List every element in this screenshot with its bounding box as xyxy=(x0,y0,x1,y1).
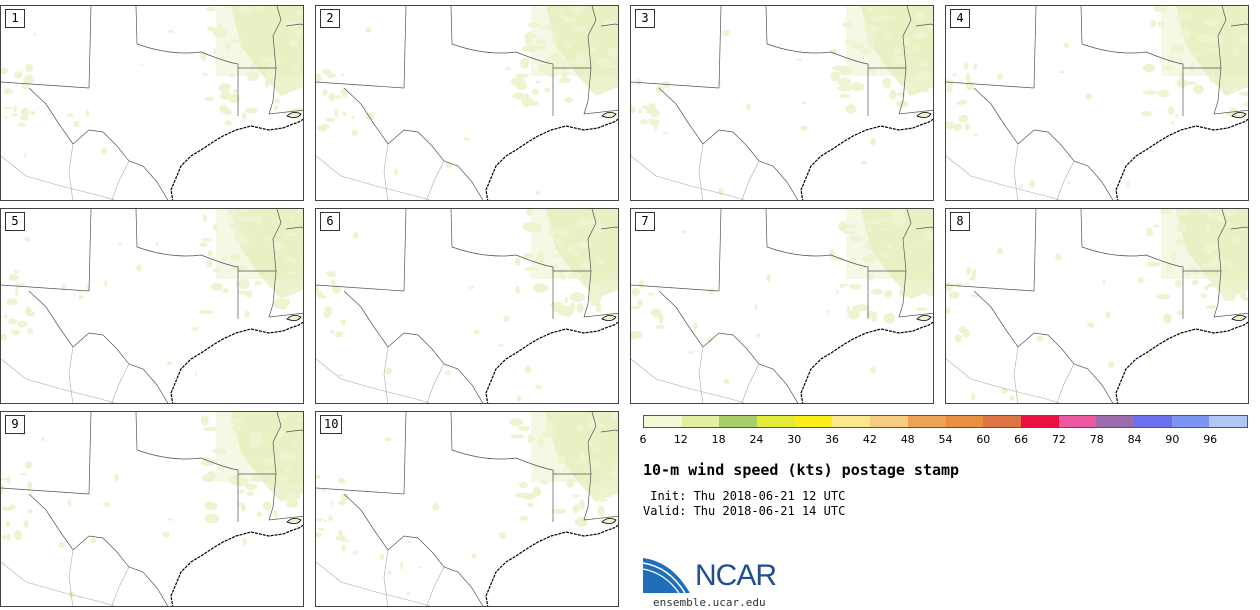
map-panel: 2 xyxy=(315,5,619,201)
colorbar-segment xyxy=(719,416,758,427)
member-label: 2 xyxy=(320,9,340,28)
texas-wind-map xyxy=(946,6,1248,200)
colorbar-segment xyxy=(1171,416,1210,427)
colorbar-tick-label: 54 xyxy=(938,433,953,446)
texas-wind-map xyxy=(1,412,303,606)
valid-time: Valid: Thu 2018-06-21 14 UTC xyxy=(643,504,846,518)
colorbar-tick-label: 12 xyxy=(673,433,688,446)
texas-wind-map xyxy=(1,209,303,403)
colorbar-segment xyxy=(907,416,946,427)
texas-wind-map xyxy=(1,6,303,200)
colorbar-tick-label: 36 xyxy=(825,433,840,446)
map-panel: 9 xyxy=(0,411,304,607)
colorbar-segment xyxy=(794,416,833,427)
map-panel: 1 xyxy=(0,5,304,201)
member-label: 6 xyxy=(320,212,340,231)
member-label: 3 xyxy=(635,9,655,28)
member-label: 4 xyxy=(950,9,970,28)
map-panel: 7 xyxy=(630,208,934,404)
colorbar-tick-label: 78 xyxy=(1089,433,1104,446)
colorbar-tick-label: 18 xyxy=(711,433,726,446)
colorbar-segment xyxy=(1058,416,1097,427)
colorbar-segment xyxy=(983,416,1021,427)
colorbar-tick-label: 48 xyxy=(900,433,915,446)
texas-wind-map xyxy=(946,209,1248,403)
member-label: 5 xyxy=(5,212,25,231)
colorbar-tick-label: 30 xyxy=(787,433,802,446)
colorbar-tick-label: 24 xyxy=(749,433,764,446)
colorbar-segment xyxy=(945,416,984,427)
colorbar-tick-label: 60 xyxy=(976,433,991,446)
colorbar-tick-label: 72 xyxy=(1051,433,1066,446)
plot-title: 10-m wind speed (kts) postage stamp xyxy=(643,461,960,479)
colorbar-tick-label: 42 xyxy=(862,433,877,446)
init-time: Init: Thu 2018-06-21 12 UTC xyxy=(643,489,846,503)
member-label: 1 xyxy=(5,9,25,28)
map-panel: 6 xyxy=(315,208,619,404)
colorbar-tick-label: 6 xyxy=(639,433,647,446)
ncar-logo-text: NCAR xyxy=(695,559,777,592)
member-label: 7 xyxy=(635,212,655,231)
map-panel: 3 xyxy=(630,5,934,201)
colorbar-labels: 6 12 18 24 30 36 42 48 54 60 66 72 78 84 90 96 xyxy=(639,433,1248,447)
map-panel: 4 xyxy=(945,5,1249,201)
member-label: 10 xyxy=(320,415,343,434)
colorbar-segment xyxy=(757,416,795,427)
map-panel: 8 xyxy=(945,208,1249,404)
colorbar-segment xyxy=(1096,416,1134,427)
texas-wind-map xyxy=(316,412,618,606)
map-panel: 10 xyxy=(315,411,619,607)
texas-wind-map xyxy=(316,209,618,403)
colorbar-tick-label: 90 xyxy=(1165,433,1180,446)
map-panel: 5 xyxy=(0,208,304,404)
texas-wind-map xyxy=(631,6,933,200)
texas-wind-map xyxy=(631,209,933,403)
member-label: 8 xyxy=(950,212,970,231)
colorbar-segment xyxy=(644,416,682,427)
colorbar-segment xyxy=(1020,416,1059,427)
colorbar-segment xyxy=(870,416,908,427)
colorbar-tick-label: 96 xyxy=(1203,433,1218,446)
colorbar-tick-label: 66 xyxy=(1014,433,1029,446)
colorbar xyxy=(643,415,1248,428)
colorbar-tick-label: 84 xyxy=(1127,433,1142,446)
colorbar-segment xyxy=(681,416,720,427)
texas-wind-map xyxy=(316,6,618,200)
member-label: 9 xyxy=(5,415,25,434)
colorbar-segment xyxy=(832,416,871,427)
colorbar-segment xyxy=(1133,416,1172,427)
ncar-logo-icon xyxy=(643,556,692,594)
site-url: ensemble.ucar.edu xyxy=(653,596,766,609)
colorbar-segment xyxy=(1209,416,1247,427)
